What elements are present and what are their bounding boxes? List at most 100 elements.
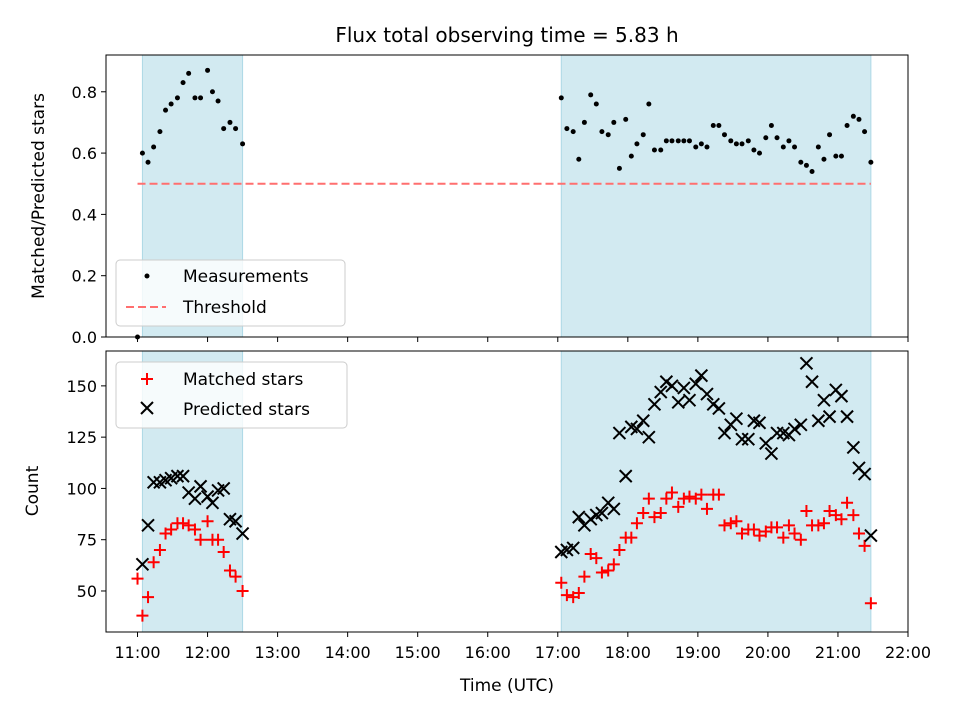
measurement-point [209, 89, 215, 95]
matched-point [142, 591, 155, 604]
ratio-y-tick-label: 0.8 [72, 83, 97, 102]
measurement-point [646, 101, 652, 107]
predicted-point [671, 395, 685, 409]
x-tick-label: 13:00 [255, 643, 301, 662]
legend-measurements-marker [144, 273, 150, 279]
matched-point [560, 589, 573, 602]
count-y-tick-label: 75 [77, 531, 97, 550]
predicted-point [176, 469, 190, 483]
measurement-point [139, 150, 145, 156]
matched-point [677, 492, 690, 505]
measurement-point [192, 95, 198, 101]
predicted-point [583, 512, 598, 526]
measurement-point [215, 98, 221, 104]
matched-point [672, 500, 685, 513]
matched-point [607, 558, 620, 571]
predicted-point [607, 502, 621, 516]
measurement-point [757, 150, 763, 156]
ratio-y-label: Matched/Predicted stars [29, 93, 49, 299]
predicted-point [729, 411, 744, 426]
matched-point [771, 521, 784, 534]
measurement-point [827, 132, 833, 138]
matched-point [188, 523, 201, 536]
count-x-ticks: 11:00 12:00 13:00 14:00 15:00 16:00 17:00 18:00… [114, 632, 931, 662]
measurement-point [640, 132, 646, 138]
measurement-point [151, 144, 157, 150]
matched-point [223, 564, 236, 577]
predicted-point [811, 414, 826, 428]
legend-predicted-marker [140, 401, 154, 415]
matched-point [572, 587, 585, 600]
ratio-y-tick-label: 0.2 [72, 267, 97, 286]
predicted-point [794, 418, 808, 432]
predicted-point [805, 375, 819, 389]
x-tick-label: 11:00 [114, 643, 160, 662]
matched-point [835, 513, 848, 526]
matched-point [578, 570, 591, 583]
matched-point [201, 515, 214, 528]
predicted-point [141, 518, 155, 533]
measurement-point [774, 135, 780, 141]
count-y-ticks: 50 75 100 125 150 [66, 377, 106, 601]
matched-point [695, 488, 708, 501]
count-legend-box [115, 361, 348, 429]
measurement-point [850, 113, 856, 119]
matched-point [735, 527, 748, 540]
measurement-point [862, 129, 868, 135]
predicted-point [619, 469, 633, 483]
measurement-point [240, 141, 246, 147]
measurement-point [721, 132, 727, 138]
ratio-x-ticks [137, 337, 909, 342]
matched-point [177, 517, 190, 530]
predicted-point [857, 467, 872, 481]
predicted-point [689, 377, 703, 391]
matched-point [613, 543, 626, 556]
predicted-point [135, 557, 150, 572]
predicted-point [677, 381, 691, 395]
measurement-point [233, 126, 239, 132]
matched-point [555, 576, 568, 589]
predicted-point [170, 469, 185, 483]
measurement-point [205, 67, 211, 73]
measurement-point [751, 147, 757, 153]
measurement-point [798, 159, 804, 165]
matched-point [660, 492, 673, 505]
predicted-point [665, 379, 679, 393]
matched-point [136, 609, 149, 622]
ratio-y-tick-label: 0.0 [72, 328, 97, 347]
matched-point [630, 517, 643, 530]
predicted-point [864, 528, 878, 543]
ratio-y-tick-label: 0.4 [72, 205, 97, 224]
measurement-point [768, 123, 774, 128]
measurement-point [611, 119, 617, 125]
measurement-point [739, 141, 745, 147]
count-y-tick-label: 150 [66, 377, 97, 396]
measurement-point [576, 156, 582, 162]
x-tick-label: 12:00 [185, 643, 231, 662]
count-axes-frame [105, 350, 909, 633]
predicted-point [712, 401, 726, 416]
predicted-point [741, 432, 756, 446]
matched-point [194, 533, 207, 546]
measurement-point [651, 147, 657, 153]
matched-point [788, 527, 801, 540]
predicted-point [642, 430, 656, 444]
measurement-point [686, 138, 692, 144]
matched-point [625, 531, 638, 544]
predicted-point [566, 541, 580, 555]
x-tick-label: 14:00 [325, 643, 371, 662]
measurement-point [227, 119, 233, 125]
count-y-tick-label: 50 [77, 582, 97, 601]
matched-point [753, 529, 766, 542]
matched-point [236, 584, 249, 597]
ratio-axes-frame [105, 54, 909, 338]
measurement-point [564, 126, 570, 132]
measurement-point [745, 138, 751, 144]
predicted-point [735, 432, 749, 446]
measurement-point [221, 126, 227, 132]
matched-point [858, 539, 871, 552]
ratio-panel: 0.00.20.40.60.8 Matched/Predicted stars … [29, 54, 909, 347]
matched-point [812, 519, 825, 532]
measurement-point [581, 119, 587, 125]
